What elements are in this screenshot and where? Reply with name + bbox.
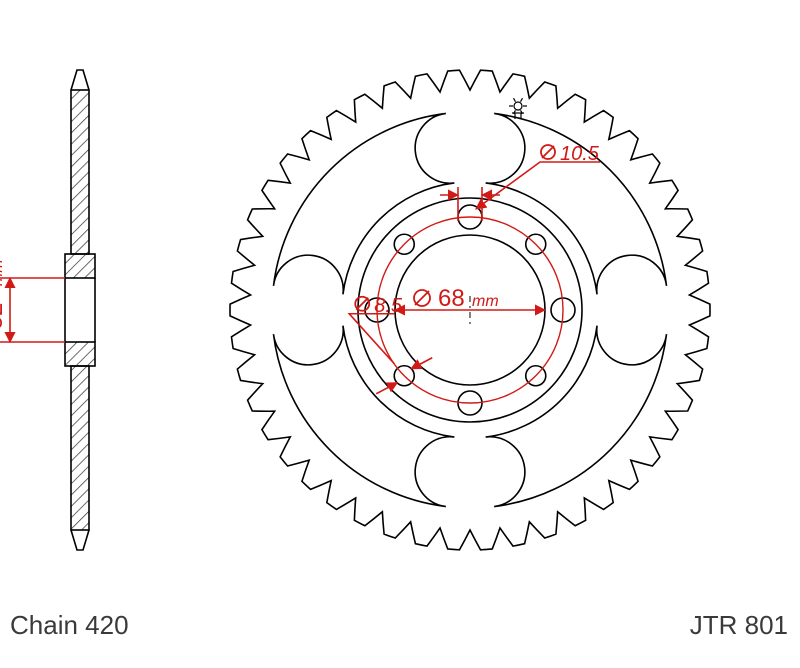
engineering-drawing: 52 mm 68 mm 8.5 10.5 Chain 420 JTR 801 xyxy=(0,0,800,668)
chain-caption: Chain 420 xyxy=(10,610,129,640)
svg-text:10.5: 10.5 xyxy=(560,143,600,165)
svg-text:8.5: 8.5 xyxy=(374,295,403,317)
dim-52mm: 52 xyxy=(0,303,8,330)
front-view: 68 mm 8.5 10.5 xyxy=(230,70,710,550)
side-view: 52 mm xyxy=(0,70,95,550)
part-number: JTR 801 xyxy=(690,610,788,640)
dim-52mm-unit: mm xyxy=(0,259,6,286)
svg-text:68: 68 xyxy=(438,285,465,312)
svg-text:mm: mm xyxy=(472,293,499,310)
